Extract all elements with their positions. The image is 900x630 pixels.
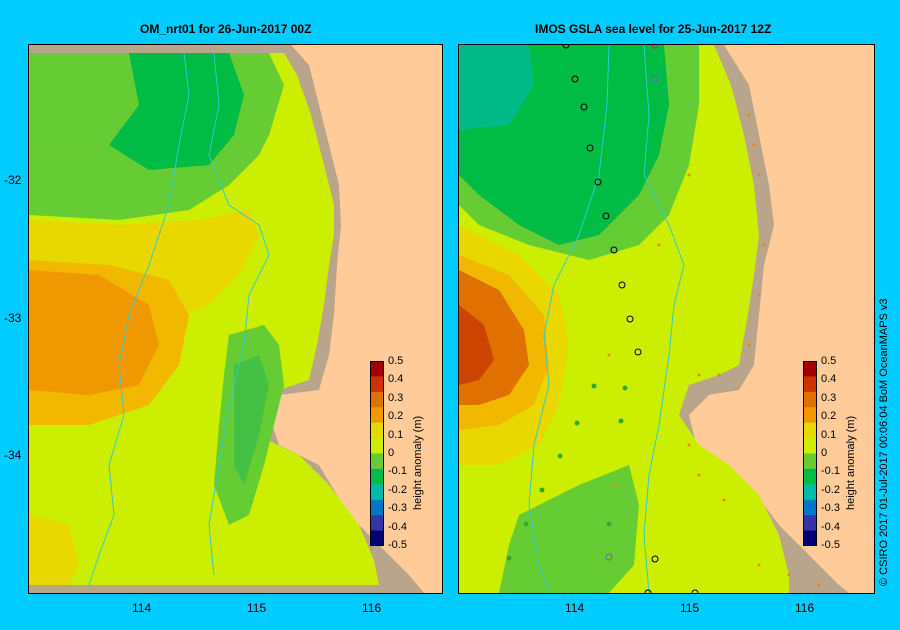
- colorbar-segment: [803, 361, 817, 377]
- lon-label-115-left: 115: [247, 601, 267, 615]
- colorbar-tick-label: 0.2: [388, 410, 404, 423]
- colorbar-segment: [803, 499, 817, 516]
- colorbar-tick-label: -0.2: [821, 483, 840, 496]
- colorbar-right-title: height anomaly (m): [845, 415, 857, 510]
- colorbar-tick-label: -0.4: [821, 520, 840, 533]
- map-left-field: [29, 45, 442, 593]
- colorbar-tick-label: -0.2: [388, 483, 407, 496]
- colorbar-segment: [370, 468, 384, 485]
- lat-label-33-left: -33: [4, 311, 22, 325]
- colorbar-right-scale: [803, 361, 817, 547]
- colorbar-tick-label: 0.1: [821, 428, 837, 441]
- colorbar-segment: [803, 438, 817, 454]
- colorbar-tick-label: -0.1: [821, 465, 840, 478]
- colorbar-segment: [370, 376, 384, 393]
- lon-label-114-right: 114: [565, 601, 585, 615]
- track-dots: [562, 45, 699, 593]
- colorbar-segment: [803, 484, 817, 501]
- lat-label-32-left: -32: [4, 173, 22, 187]
- colorbar-segment: [370, 422, 384, 439]
- colorbar-left-scale: [370, 361, 384, 547]
- lon-label-116-right: 116: [795, 601, 815, 615]
- colorbar-tick-label: 0.4: [388, 373, 404, 386]
- lon-label-114-left: 114: [132, 601, 152, 615]
- colorbar-left: [370, 361, 384, 547]
- lon-label-116-left: 116: [362, 601, 382, 615]
- colorbar-segment: [803, 391, 817, 408]
- colorbar-segment: [370, 484, 384, 501]
- colorbar-tick-label: -0.4: [388, 520, 407, 533]
- colorbar-segment: [803, 376, 817, 393]
- colorbar-tick-label: 0.5: [388, 355, 404, 367]
- colorbar-segment: [370, 530, 384, 547]
- colorbar-tick-label: -0.1: [388, 465, 407, 478]
- panel-title-left: OM_nrt01 for 26-Jun-2017 00Z: [140, 22, 312, 36]
- colorbar-segment: [803, 407, 817, 424]
- colorbar-tick-label: 0.1: [388, 428, 404, 441]
- colorbar-tick-label: 0.5: [821, 355, 837, 367]
- colorbar-tick-label: 0.4: [821, 373, 837, 386]
- map-right-field: [459, 45, 874, 593]
- colorbar-segment: [803, 453, 817, 470]
- colorbar-segment: [803, 515, 817, 532]
- colorbar-segment: [370, 391, 384, 408]
- lon-label-115-right: 115: [680, 601, 700, 615]
- colorbar-tick-label: -0.5: [821, 539, 840, 551]
- colorbar-segment: [370, 499, 384, 516]
- lat-label-34-left: -34: [4, 448, 22, 462]
- colorbar-tick-label: 0.3: [821, 391, 837, 404]
- colorbar-segment: [370, 361, 384, 377]
- colorbar-tick-label: 0: [388, 447, 395, 459]
- colorbar-tick-label: 0: [821, 447, 828, 459]
- colorbar-tick-label: -0.3: [821, 502, 840, 515]
- colorbar-tick-label: -0.3: [388, 502, 407, 515]
- colorbar-segment: [370, 515, 384, 532]
- map-left[interactable]: [28, 44, 443, 594]
- colorbar-segment: [803, 530, 817, 547]
- colorbar-tick-label: 0.3: [388, 391, 404, 404]
- colorbar-segment: [370, 438, 384, 454]
- colorbar-segment: [803, 422, 817, 439]
- colorbar-segment: [803, 468, 817, 485]
- colorbar-segment: [370, 407, 384, 424]
- colorbar-left-title: height anomaly (m): [412, 415, 424, 510]
- colorbar-segment: [370, 453, 384, 470]
- panel-title-right: IMOS GSLA sea level for 25-Jun-2017 12Z: [535, 22, 772, 36]
- colorbar-tick-label: -0.5: [388, 539, 407, 551]
- colorbar-right: [803, 361, 817, 547]
- colorbar-tick-label: 0.2: [821, 410, 837, 423]
- credit-text: © CSIRO 2017 01-Jul-2017 00:06:04 BoM Oc…: [878, 298, 890, 586]
